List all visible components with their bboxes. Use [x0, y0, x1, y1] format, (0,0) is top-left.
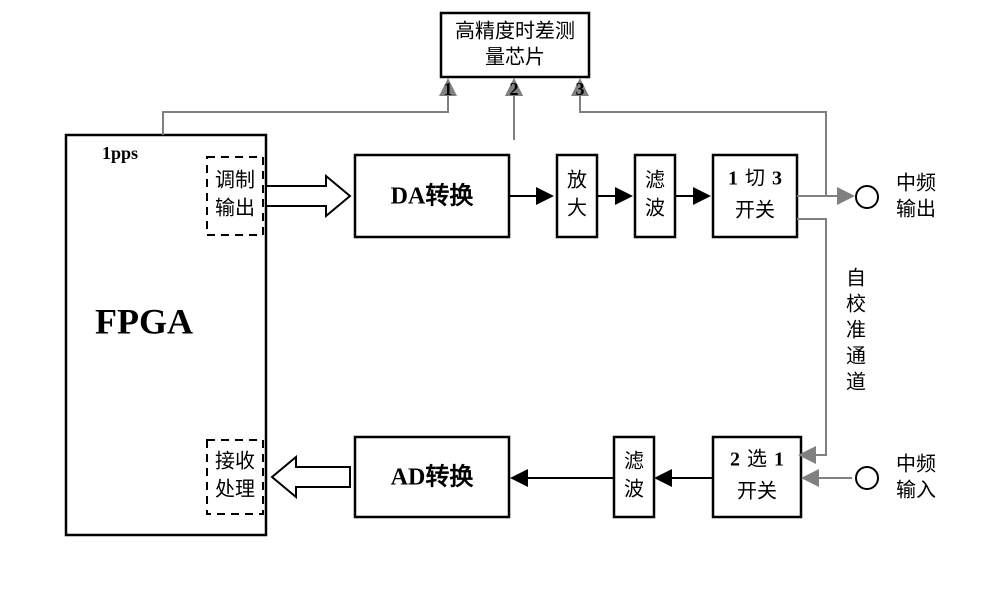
- line-1pps-to-chip: [163, 81, 448, 135]
- self-calibration-label: 准: [846, 319, 866, 342]
- svg-text:波: 波: [624, 478, 644, 501]
- self-calibration-path: [797, 219, 826, 455]
- if-input-port: [856, 467, 878, 489]
- filter-top-box: [635, 155, 675, 237]
- self-calibration-label: 自: [846, 267, 866, 290]
- svg-text:2: 2: [730, 449, 740, 471]
- svg-text:放: 放: [567, 169, 587, 192]
- svg-text:调制: 调制: [215, 169, 255, 192]
- self-calibration-label: 道: [846, 371, 866, 394]
- svg-text:大: 大: [567, 197, 587, 220]
- svg-text:1: 1: [774, 449, 784, 471]
- svg-text:AD转换: AD转换: [391, 463, 475, 491]
- svg-text:滤: 滤: [624, 450, 644, 473]
- svg-text:切: 切: [745, 168, 765, 190]
- line-sw-to-chip: [580, 81, 826, 155]
- svg-text:波: 波: [645, 197, 665, 220]
- filter-bottom-box: [614, 437, 654, 517]
- if-output-label: 中频: [896, 172, 936, 195]
- svg-text:量芯片: 量芯片: [485, 46, 545, 69]
- svg-text:1: 1: [728, 168, 738, 190]
- if-input-label: 中频: [896, 453, 936, 476]
- amplifier-box: [557, 155, 597, 237]
- svg-text:接收: 接收: [215, 450, 255, 473]
- svg-text:输出: 输出: [215, 197, 255, 220]
- svg-text:DA转换: DA转换: [391, 182, 475, 210]
- svg-text:3: 3: [772, 168, 782, 190]
- svg-text:高精度时差测: 高精度时差测: [455, 20, 575, 43]
- svg-text:开关: 开关: [735, 199, 775, 222]
- one-pps-label: 1pps: [102, 143, 138, 163]
- arrow-ad-to-rx: [272, 457, 350, 497]
- chip-port-1: 1: [444, 79, 453, 99]
- svg-text:处理: 处理: [215, 478, 255, 501]
- self-calibration-label: 通: [846, 345, 866, 368]
- chip-port-3: 3: [576, 79, 585, 99]
- chip-port-2: 2: [510, 79, 519, 99]
- svg-text:滤: 滤: [645, 169, 665, 192]
- svg-text:输出: 输出: [896, 198, 936, 221]
- svg-text:选: 选: [747, 448, 767, 471]
- self-calibration-label: 校: [846, 293, 866, 316]
- arrow-mod-to-da: [266, 176, 350, 216]
- svg-text:输入: 输入: [896, 479, 936, 502]
- if-output-port: [856, 186, 878, 208]
- svg-text:开关: 开关: [737, 480, 777, 503]
- fpga-label: FPGA: [95, 301, 193, 341]
